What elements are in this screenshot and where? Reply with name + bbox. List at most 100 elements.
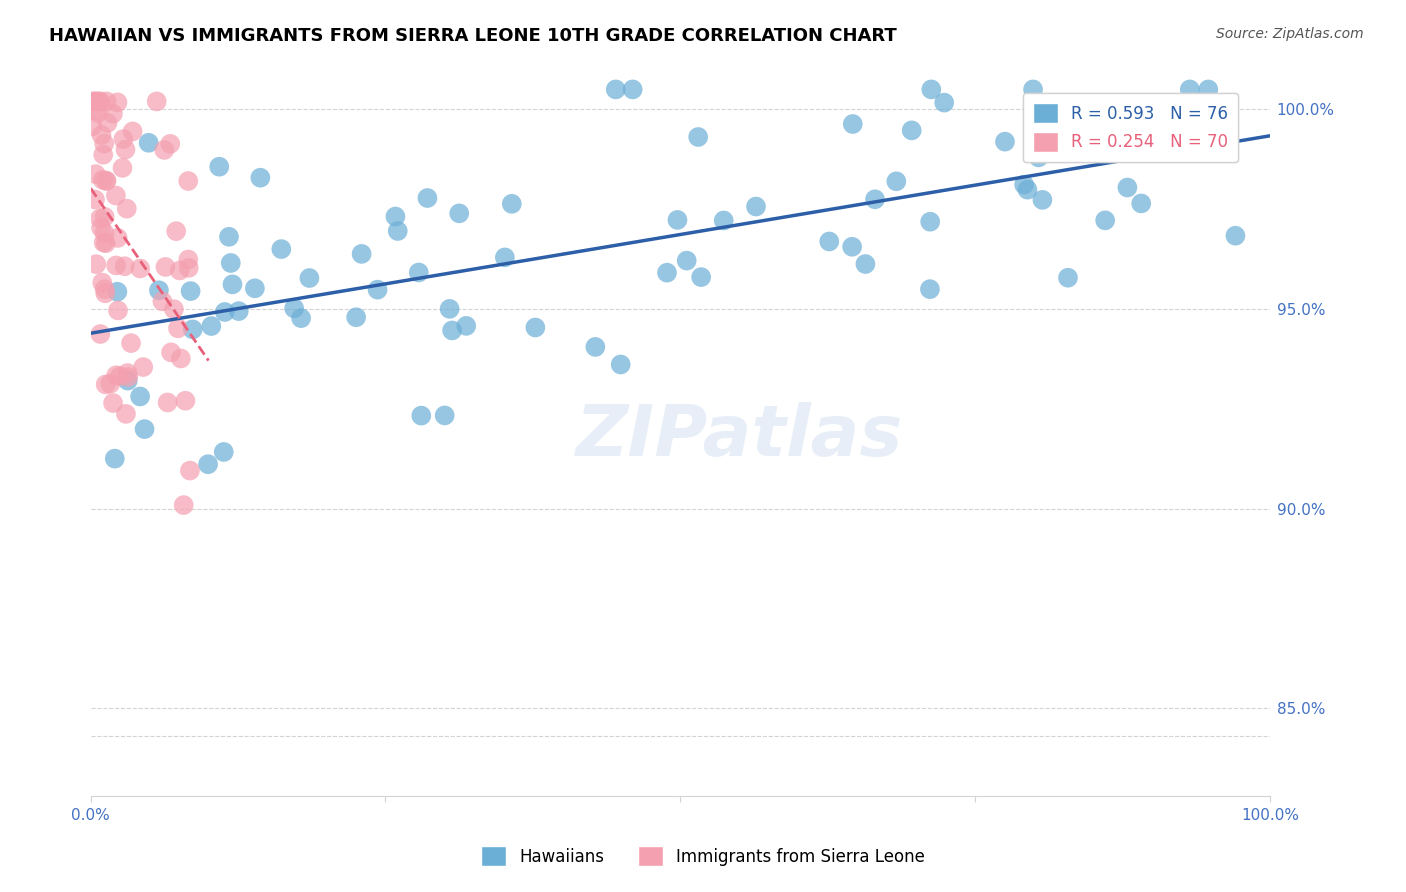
- pink_scatter: [91, 276, 114, 290]
- pink_scatter: [93, 282, 115, 296]
- blue_scatter: [416, 191, 439, 205]
- pink_scatter: [94, 286, 117, 301]
- blue_scatter: [1116, 180, 1139, 194]
- pink_scatter: [177, 260, 200, 275]
- pink_scatter: [177, 252, 200, 267]
- blue_scatter: [583, 340, 606, 354]
- pink_scatter: [107, 95, 129, 110]
- pink_scatter: [132, 359, 155, 374]
- blue_scatter: [138, 136, 160, 150]
- pink_scatter: [89, 211, 111, 226]
- blue_scatter: [1012, 178, 1035, 192]
- pink_scatter: [117, 366, 139, 380]
- pink_scatter: [82, 95, 104, 109]
- pink_scatter: [121, 124, 143, 138]
- pink_scatter: [101, 396, 124, 410]
- blue_scatter: [1022, 82, 1045, 96]
- blue_scatter: [501, 196, 523, 211]
- blue_scatter: [666, 213, 689, 227]
- blue_scatter: [180, 284, 202, 298]
- pink_scatter: [107, 231, 129, 245]
- blue_scatter: [243, 281, 266, 295]
- blue_scatter: [408, 265, 430, 279]
- Legend: Hawaiians, Immigrants from Sierra Leone: Hawaiians, Immigrants from Sierra Leone: [472, 838, 934, 875]
- blue_scatter: [1094, 213, 1116, 227]
- blue_scatter: [228, 304, 250, 318]
- pink_scatter: [82, 120, 104, 134]
- pink_scatter: [160, 345, 183, 359]
- blue_scatter: [411, 409, 433, 423]
- pink_scatter: [98, 376, 121, 391]
- blue_scatter: [218, 229, 240, 244]
- blue_scatter: [494, 251, 516, 265]
- blue_scatter: [344, 310, 367, 325]
- pink_scatter: [91, 173, 114, 187]
- pink_scatter: [107, 303, 129, 318]
- pink_scatter: [94, 236, 117, 251]
- blue_scatter: [886, 174, 908, 188]
- blue_scatter: [384, 210, 406, 224]
- blue_scatter: [221, 277, 243, 292]
- blue_scatter: [1028, 150, 1050, 164]
- pink_scatter: [83, 103, 105, 117]
- blue_scatter: [290, 311, 312, 326]
- pink_scatter: [93, 235, 115, 250]
- blue_scatter: [524, 320, 547, 334]
- pink_scatter: [159, 136, 181, 151]
- blue_scatter: [456, 318, 478, 333]
- pink_scatter: [145, 95, 167, 109]
- blue_scatter: [208, 160, 231, 174]
- blue_scatter: [214, 305, 236, 319]
- blue_scatter: [1031, 193, 1053, 207]
- pink_scatter: [104, 188, 127, 202]
- pink_scatter: [96, 174, 118, 188]
- pink_scatter: [174, 393, 197, 408]
- blue_scatter: [212, 445, 235, 459]
- blue_scatter: [841, 240, 863, 254]
- pink_scatter: [169, 263, 191, 277]
- blue_scatter: [298, 271, 321, 285]
- pink_scatter: [93, 136, 115, 151]
- blue_scatter: [367, 283, 389, 297]
- pink_scatter: [120, 336, 142, 351]
- blue_scatter: [148, 283, 170, 297]
- blue_scatter: [818, 235, 841, 249]
- blue_scatter: [900, 123, 922, 137]
- blue_scatter: [181, 322, 204, 336]
- blue_scatter: [439, 301, 461, 316]
- blue_scatter: [197, 457, 219, 471]
- pink_scatter: [156, 395, 179, 409]
- pink_scatter: [93, 226, 115, 240]
- blue_scatter: [104, 451, 127, 466]
- Text: ZIPatlas: ZIPatlas: [575, 402, 903, 471]
- blue_scatter: [433, 409, 456, 423]
- pink_scatter: [96, 95, 118, 109]
- pink_scatter: [96, 116, 118, 130]
- blue_scatter: [270, 242, 292, 256]
- Text: Source: ZipAtlas.com: Source: ZipAtlas.com: [1216, 27, 1364, 41]
- Legend: R = 0.593   N = 76, R = 0.254   N = 70: R = 0.593 N = 76, R = 0.254 N = 70: [1022, 93, 1237, 162]
- pink_scatter: [117, 370, 139, 384]
- blue_scatter: [1178, 82, 1201, 96]
- blue_scatter: [441, 323, 464, 337]
- blue_scatter: [1225, 228, 1247, 243]
- blue_scatter: [105, 285, 128, 299]
- blue_scatter: [688, 130, 710, 145]
- pink_scatter: [84, 257, 107, 271]
- blue_scatter: [918, 282, 941, 296]
- pink_scatter: [89, 95, 111, 109]
- blue_scatter: [863, 192, 886, 206]
- pink_scatter: [167, 321, 190, 335]
- blue_scatter: [129, 389, 152, 403]
- blue_scatter: [117, 374, 139, 388]
- pink_scatter: [89, 326, 111, 341]
- blue_scatter: [842, 117, 865, 131]
- pink_scatter: [153, 143, 176, 157]
- pink_scatter: [87, 106, 110, 120]
- blue_scatter: [621, 82, 644, 96]
- pink_scatter: [115, 407, 138, 421]
- pink_scatter: [84, 193, 107, 207]
- blue_scatter: [449, 206, 471, 220]
- blue_scatter: [920, 82, 942, 96]
- pink_scatter: [105, 368, 128, 383]
